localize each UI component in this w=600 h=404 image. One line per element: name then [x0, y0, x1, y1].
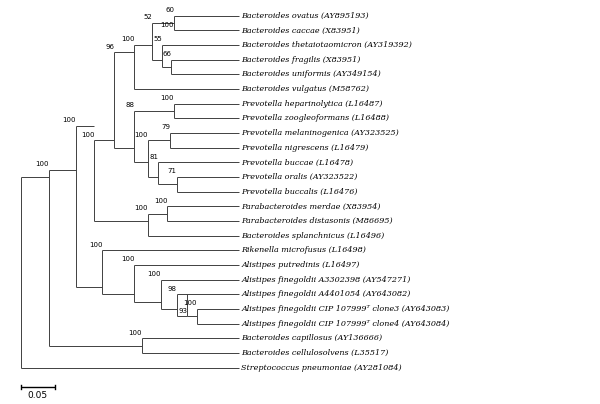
Text: 96: 96	[105, 44, 114, 50]
Text: 98: 98	[168, 286, 177, 292]
Text: 100: 100	[89, 242, 103, 248]
Text: Alistipes finegoldii CIP 107999ᵀ clone3 (AY643083): Alistipes finegoldii CIP 107999ᵀ clone3 …	[241, 305, 449, 313]
Text: 100: 100	[81, 132, 94, 138]
Text: Bacteroides fragilis (X83951): Bacteroides fragilis (X83951)	[241, 56, 361, 64]
Text: 100: 100	[134, 132, 148, 138]
Text: Bacteroides caccae (X83951): Bacteroides caccae (X83951)	[241, 26, 360, 34]
Text: Bacteroides thetaiotaomicron (AY319392): Bacteroides thetaiotaomicron (AY319392)	[241, 41, 412, 49]
Text: Bacteroides splanchnicus (L16496): Bacteroides splanchnicus (L16496)	[241, 232, 385, 240]
Text: 100: 100	[161, 95, 174, 101]
Text: 100: 100	[62, 117, 76, 123]
Text: Prevotella oralis (AY323522): Prevotella oralis (AY323522)	[241, 173, 358, 181]
Text: 100: 100	[121, 36, 134, 42]
Text: 81: 81	[149, 154, 158, 160]
Text: Bacteroides capillosus (AY136666): Bacteroides capillosus (AY136666)	[241, 335, 382, 342]
Text: 66: 66	[163, 51, 172, 57]
Text: 100: 100	[161, 22, 174, 28]
Text: Prevotella zoogleoformans (L16488): Prevotella zoogleoformans (L16488)	[241, 114, 389, 122]
Text: Prevotella melaninogenica (AY323525): Prevotella melaninogenica (AY323525)	[241, 129, 399, 137]
Text: Prevotella heparinolytica (L16487): Prevotella heparinolytica (L16487)	[241, 100, 383, 108]
Text: 55: 55	[154, 36, 162, 42]
Text: Bacteroides ovatus (AY895193): Bacteroides ovatus (AY895193)	[241, 12, 369, 20]
Text: 60: 60	[165, 7, 174, 13]
Text: Alistipes putredinis (L16497): Alistipes putredinis (L16497)	[241, 261, 359, 269]
Text: Parabacteroides merdae (X83954): Parabacteroides merdae (X83954)	[241, 202, 380, 210]
Text: Rikenella microfusus (L16498): Rikenella microfusus (L16498)	[241, 246, 366, 255]
Text: Prevotella buccae (L16478): Prevotella buccae (L16478)	[241, 158, 353, 166]
Text: Bacteroides cellulosolvens (L35517): Bacteroides cellulosolvens (L35517)	[241, 349, 389, 357]
Text: Alistipes finegoldii A3302398 (AY547271): Alistipes finegoldii A3302398 (AY547271)	[241, 276, 410, 284]
Text: 100: 100	[134, 205, 148, 211]
Text: Streptococcus pneumoniae (AY281084): Streptococcus pneumoniae (AY281084)	[241, 364, 402, 372]
Text: 100: 100	[154, 198, 167, 204]
Text: 93: 93	[178, 308, 187, 314]
Text: 79: 79	[161, 124, 170, 130]
Text: 52: 52	[143, 15, 152, 21]
Text: Bacteroides uniformis (AY349154): Bacteroides uniformis (AY349154)	[241, 70, 381, 78]
Text: 100: 100	[148, 271, 161, 277]
Text: Bacteroides vulgatus (M58762): Bacteroides vulgatus (M58762)	[241, 85, 369, 93]
Text: 0.05: 0.05	[28, 391, 48, 400]
Text: 88: 88	[125, 103, 134, 108]
Text: Parabacteroides distasonis (M86695): Parabacteroides distasonis (M86695)	[241, 217, 393, 225]
Text: 71: 71	[168, 168, 177, 175]
Text: Alistipes finegoldii CIP 107999ᵀ clone4 (AY643084): Alistipes finegoldii CIP 107999ᵀ clone4 …	[241, 320, 449, 328]
Text: Alistipes finegoldii A4401054 (AY643082): Alistipes finegoldii A4401054 (AY643082)	[241, 290, 410, 299]
Text: 100: 100	[183, 301, 197, 306]
Text: 100: 100	[35, 161, 49, 167]
Text: 100: 100	[121, 257, 134, 263]
Text: Prevotella nigrescens (L16479): Prevotella nigrescens (L16479)	[241, 144, 368, 152]
Text: 100: 100	[129, 330, 142, 336]
Text: Prevotella buccalis (L16476): Prevotella buccalis (L16476)	[241, 188, 358, 196]
